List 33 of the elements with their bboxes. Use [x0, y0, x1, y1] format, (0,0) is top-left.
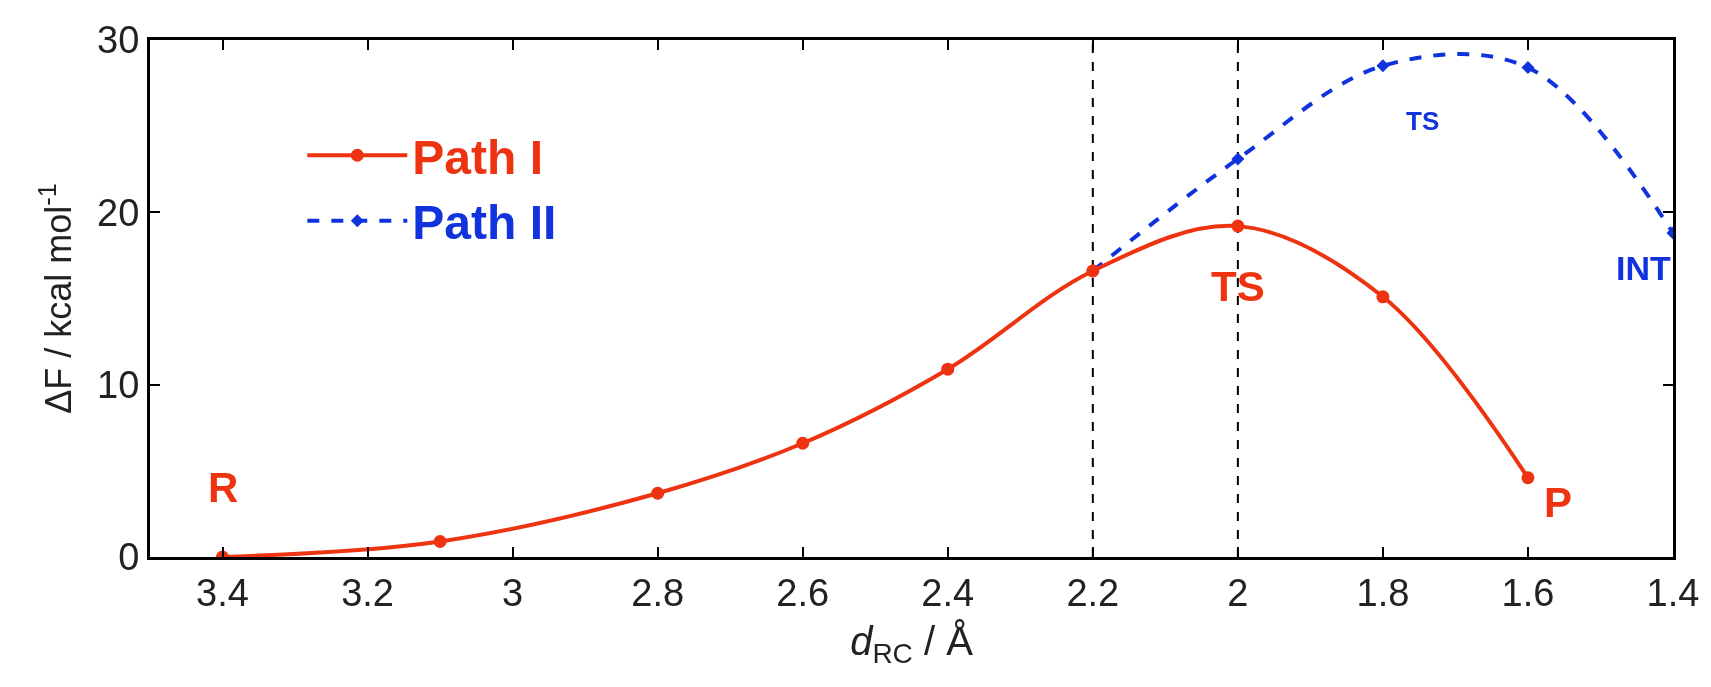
y-tick-label: 30 [97, 19, 140, 62]
point [433, 534, 447, 548]
x-tick-label: 3.2 [341, 571, 394, 614]
y-tick-label: 20 [97, 191, 140, 234]
legend-label: Path II [412, 196, 557, 250]
point [796, 436, 810, 450]
x-tick-label: 2 [1227, 571, 1249, 614]
point [941, 362, 955, 376]
x-axis-title: d$_{RC}$ / Å [850, 619, 974, 670]
point [1231, 152, 1245, 166]
x-tick-label: 1.4 [1646, 571, 1700, 614]
y-tick-label: 0 [118, 536, 140, 579]
annotation: INT [1616, 249, 1671, 287]
point [1376, 290, 1390, 304]
point [1521, 61, 1535, 75]
x-tick-label: 2.6 [776, 571, 830, 614]
annotation: R [208, 464, 239, 511]
x-tick-label: 2.2 [1066, 571, 1120, 614]
annotation: TS [1406, 106, 1440, 136]
point [1521, 471, 1535, 485]
point [1231, 219, 1245, 233]
x-tick-label: 1.6 [1501, 571, 1555, 614]
x-tick-label: 2.4 [921, 571, 975, 614]
annotation: P [1544, 479, 1573, 526]
y-tick-label: 10 [97, 363, 140, 406]
legend-label: Path I [412, 130, 543, 184]
x-tick-label: 3 [502, 571, 524, 614]
x-tick-label: 1.8 [1356, 571, 1410, 614]
point [651, 486, 665, 500]
annotation: TS [1211, 263, 1265, 310]
x-tick-label: 2.8 [631, 571, 685, 614]
x-tick-label: 3.4 [196, 571, 249, 614]
point [1376, 59, 1390, 73]
